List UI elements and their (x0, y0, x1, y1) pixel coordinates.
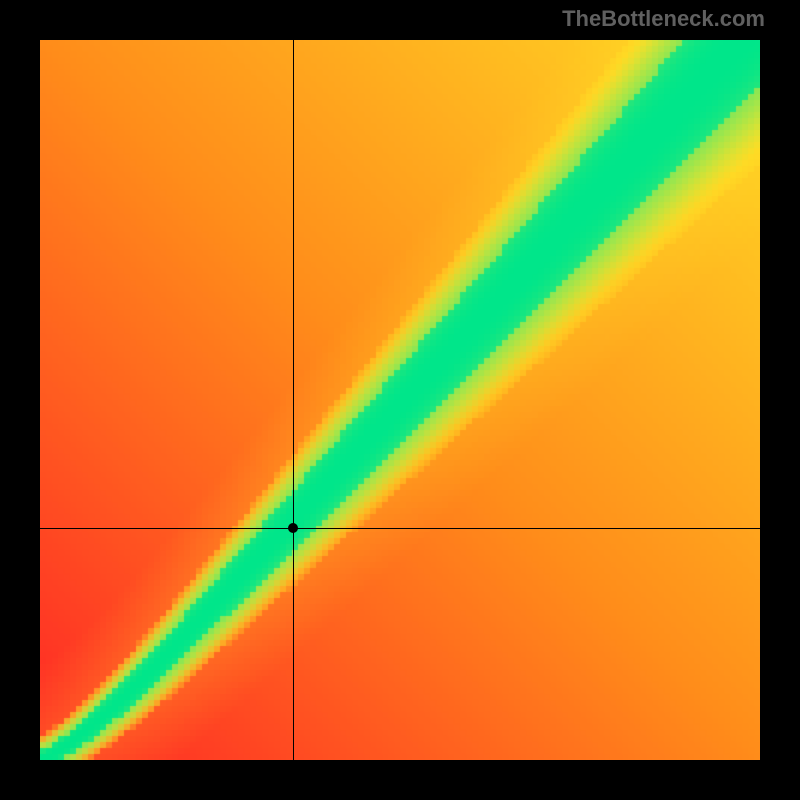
crosshair-vertical (293, 40, 294, 760)
plot-container (40, 40, 760, 760)
crosshair-horizontal (40, 528, 760, 529)
heatmap-canvas (40, 40, 760, 760)
watermark-text: TheBottleneck.com (562, 6, 765, 32)
marker-point (288, 523, 298, 533)
